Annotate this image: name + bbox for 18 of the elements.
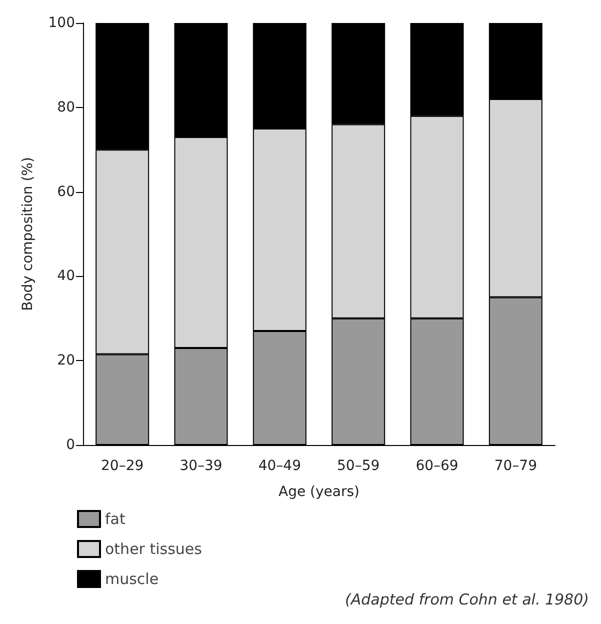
y-tick-label: 0	[66, 437, 75, 453]
x-tick-label: 40–49	[258, 458, 301, 474]
text: (Adapted from Cohn et al. 1980)	[345, 590, 589, 608]
x-tick-label: 30–39	[180, 458, 222, 474]
y-axis-title: Body composition (%)	[20, 157, 36, 311]
x-tick-label: 20–29	[101, 458, 144, 474]
legend-label: fat	[105, 510, 126, 528]
x-tick-label: 70–79	[494, 458, 537, 474]
y-tick-label: 20	[57, 352, 75, 369]
y-tick-label: 40	[57, 268, 75, 284]
x-tick-label: 50–59	[337, 458, 380, 474]
legend-label: muscle	[105, 570, 159, 588]
y-tick-label: 80	[57, 99, 75, 116]
y-tick-label: 100	[48, 15, 75, 31]
x-tick-label: 60–69	[416, 458, 458, 474]
y-tick-label: 60	[57, 184, 75, 200]
x-axis-title: Age (years)	[278, 484, 360, 500]
legend-label: other tissues	[105, 540, 202, 558]
